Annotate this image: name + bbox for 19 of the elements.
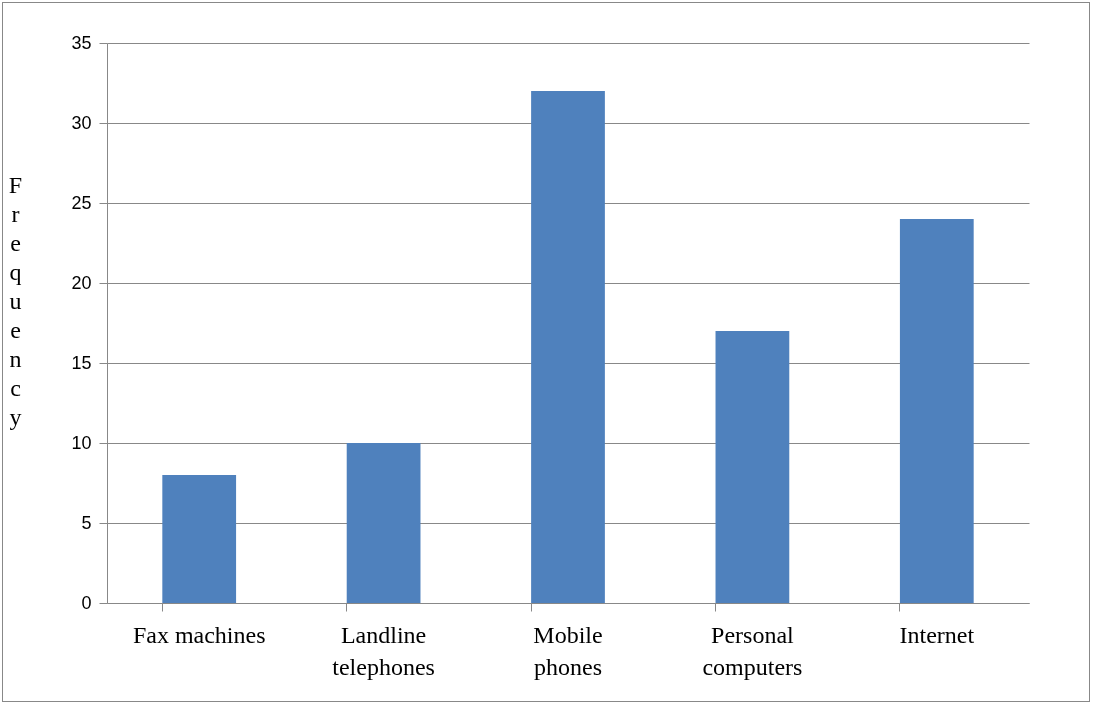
y-tick-label: 20: [71, 272, 92, 293]
x-tick-label: Mobile phones: [533, 621, 603, 680]
text: Frequency: [8, 171, 23, 430]
y-tick-label: 0: [81, 592, 92, 613]
y-tick-label: 35: [71, 32, 92, 53]
y-tick-label: 15: [71, 352, 92, 373]
bar: [162, 475, 237, 603]
x-tick-label: Landline telephones: [332, 621, 435, 680]
x-tick-label: Personal computers: [702, 621, 803, 680]
x-tick-label: Fax machines: [132, 621, 266, 648]
y-tick-label: 10: [71, 432, 92, 453]
y-tick-label: 25: [71, 192, 92, 213]
y-tick-label: 5: [81, 512, 92, 533]
x-tick-label: Internet: [899, 621, 975, 648]
bar: [715, 331, 790, 603]
y-tick-label: 30: [71, 112, 92, 133]
bar: [346, 443, 421, 603]
bar: [531, 91, 605, 603]
bar: [899, 219, 974, 603]
